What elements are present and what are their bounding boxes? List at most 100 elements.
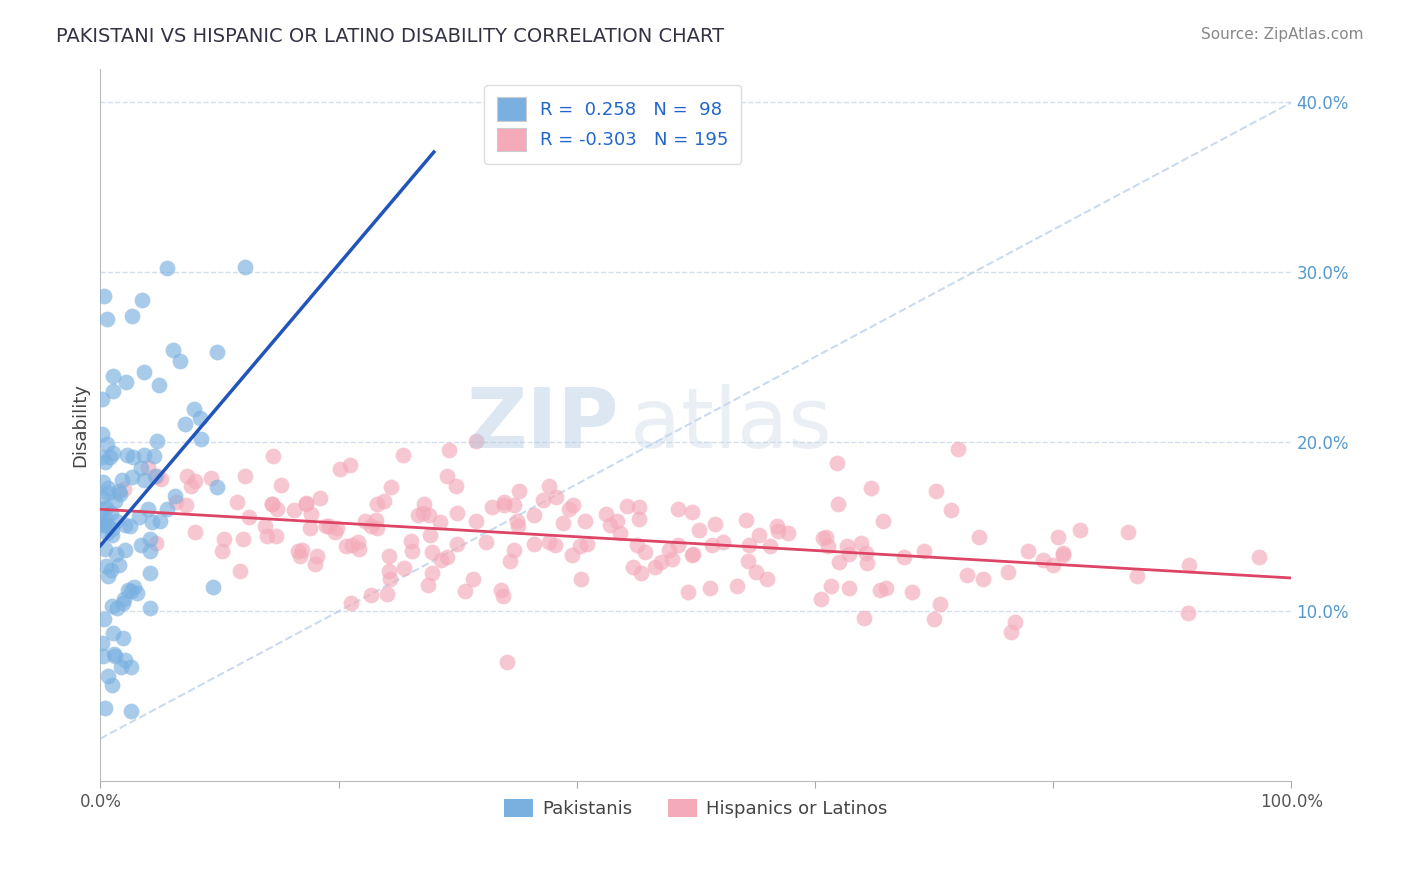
Point [575,536,598,550]
Point [138,600,160,615]
Point [634,545,657,559]
Point [129,461,152,475]
Point [626,538,648,552]
Point [378,572,401,586]
Legend: Pakistanis, Hispanics or Latinos: Pakistanis, Hispanics or Latinos [496,791,894,825]
Point [377,565,399,579]
Point [813,531,835,545]
Point [900,585,922,599]
Point [93,648,115,663]
Point [295,497,318,511]
Point [1046,530,1069,544]
Point [143,449,166,463]
Point [110,660,132,674]
Point [735,513,758,527]
Point [162,343,184,358]
Point [318,519,340,533]
Point [120,659,142,673]
Point [104,547,127,561]
Point [418,577,440,591]
Y-axis label: Disability: Disability [72,383,89,467]
Point [661,552,683,566]
Text: atlas: atlas [630,384,832,466]
Point [380,479,402,493]
Point [138,544,160,558]
Point [737,554,759,568]
Point [506,518,529,533]
Point [1052,546,1074,560]
Point [138,566,160,580]
Point [298,521,321,535]
Point [558,502,581,516]
Point [214,533,236,547]
Point [860,481,883,495]
Point [699,581,721,595]
Point [1004,615,1026,629]
Point [339,458,361,472]
Point [103,446,125,460]
Point [606,514,628,528]
Point [688,524,710,538]
Point [820,579,842,593]
Point [112,632,135,646]
Point [574,514,596,528]
Point [309,491,332,505]
Point [105,514,128,528]
Point [682,547,704,561]
Point [1069,523,1091,537]
Point [1247,549,1270,564]
Point [925,483,948,498]
Point [814,530,837,544]
Point [465,514,488,528]
Point [838,582,860,596]
Point [681,549,703,563]
Point [855,546,877,560]
Point [94,559,117,574]
Point [101,599,124,614]
Point [233,468,256,483]
Point [134,473,156,487]
Point [287,544,309,558]
Point [676,584,699,599]
Point [347,535,370,549]
Point [420,566,443,580]
Point [704,516,727,531]
Point [1042,558,1064,573]
Point [446,537,468,551]
Point [503,543,526,558]
Point [91,515,114,529]
Point [446,506,468,520]
Point [544,537,567,551]
Point [290,549,312,564]
Point [561,548,583,562]
Point [205,480,228,494]
Point [454,584,477,599]
Point [136,502,159,516]
Point [1177,606,1199,620]
Text: Source: ZipAtlas.com: Source: ZipAtlas.com [1201,27,1364,42]
Point [150,472,173,486]
Point [464,434,486,448]
Point [190,433,212,447]
Point [315,519,337,533]
Point [506,514,529,528]
Point [165,495,187,509]
Point [768,524,790,538]
Point [97,482,120,496]
Point [291,542,314,557]
Point [120,518,142,533]
Point [183,474,205,488]
Point [299,507,322,521]
Point [114,543,136,558]
Point [93,289,115,303]
Point [537,535,560,549]
Point [174,417,197,431]
Point [145,469,167,483]
Point [562,498,585,512]
Point [1000,624,1022,639]
Point [114,592,136,607]
Point [967,530,990,544]
Point [852,611,875,625]
Point [329,462,352,476]
Point [508,483,530,498]
